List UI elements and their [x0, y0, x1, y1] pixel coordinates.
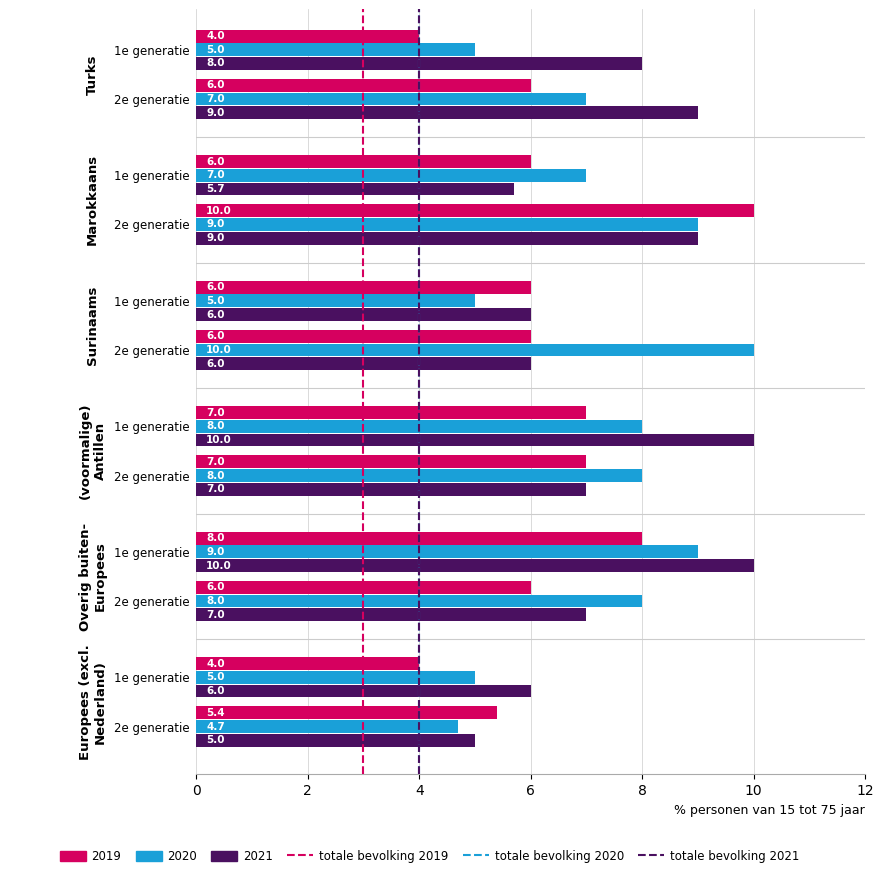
Text: 4.0: 4.0: [206, 659, 225, 668]
Text: 8.0: 8.0: [206, 59, 225, 69]
Bar: [196, 720, 458, 733]
Bar: [196, 433, 754, 447]
Bar: [196, 218, 698, 231]
Bar: [196, 344, 754, 356]
Text: 9.0: 9.0: [206, 220, 225, 230]
Text: 5.4: 5.4: [206, 708, 225, 718]
Bar: [196, 106, 698, 119]
Legend: 2019, 2020, 2021, totale bevolking 2019, totale bevolking 2020, totale bevolking: 2019, 2020, 2021, totale bevolking 2019,…: [55, 846, 804, 868]
Text: 7.0: 7.0: [206, 408, 225, 417]
Text: 10.0: 10.0: [206, 345, 232, 355]
Text: 4.0: 4.0: [206, 31, 225, 41]
Bar: [196, 281, 531, 294]
Bar: [196, 330, 531, 343]
Bar: [196, 169, 587, 182]
Text: 4.7: 4.7: [206, 722, 225, 732]
Bar: [196, 658, 419, 670]
Text: 8.0: 8.0: [206, 533, 225, 543]
Bar: [196, 44, 475, 56]
Text: 7.0: 7.0: [206, 170, 225, 181]
Bar: [196, 79, 531, 92]
Bar: [196, 295, 475, 307]
Text: Europees (excl.
Nederland): Europees (excl. Nederland): [78, 644, 106, 760]
Text: 9.0: 9.0: [206, 233, 225, 243]
Bar: [196, 482, 587, 496]
Text: 5.7: 5.7: [206, 184, 225, 194]
Text: 5.0: 5.0: [206, 295, 225, 306]
Bar: [196, 29, 419, 43]
Text: 9.0: 9.0: [206, 108, 225, 117]
Text: 8.0: 8.0: [206, 596, 225, 606]
Text: 6.0: 6.0: [206, 686, 225, 696]
Text: Turks: Turks: [86, 54, 99, 94]
Bar: [196, 182, 514, 196]
Bar: [196, 308, 531, 321]
Text: 6.0: 6.0: [206, 582, 225, 593]
Bar: [196, 671, 475, 684]
Bar: [196, 420, 642, 433]
Bar: [196, 608, 587, 621]
Bar: [196, 559, 754, 572]
Text: 6.0: 6.0: [206, 157, 225, 166]
Text: 10.0: 10.0: [206, 435, 232, 445]
Text: 8.0: 8.0: [206, 421, 225, 432]
Text: 5.0: 5.0: [206, 44, 225, 55]
Bar: [196, 707, 498, 719]
Bar: [196, 57, 642, 70]
Bar: [196, 231, 698, 245]
Text: 7.0: 7.0: [206, 484, 225, 494]
Bar: [196, 684, 531, 698]
X-axis label: % personen van 15 tot 75 jaar: % personen van 15 tot 75 jaar: [674, 804, 865, 817]
Bar: [196, 595, 642, 608]
Bar: [196, 469, 642, 481]
Text: 10.0: 10.0: [206, 561, 232, 570]
Text: Surinaams: Surinaams: [86, 286, 99, 365]
Bar: [196, 532, 642, 545]
Text: 5.0: 5.0: [206, 673, 225, 683]
Bar: [196, 155, 531, 168]
Text: 7.0: 7.0: [206, 457, 225, 467]
Bar: [196, 733, 475, 747]
Text: 6.0: 6.0: [206, 310, 225, 320]
Text: 10.0: 10.0: [206, 206, 232, 215]
Text: Overig buiten-
Europees: Overig buiten- Europees: [78, 522, 106, 630]
Bar: [196, 205, 754, 217]
Text: 6.0: 6.0: [206, 80, 225, 90]
Text: 9.0: 9.0: [206, 547, 225, 557]
Bar: [196, 456, 587, 468]
Text: (voormalige)
Antillen: (voormalige) Antillen: [78, 402, 106, 499]
Text: 7.0: 7.0: [206, 610, 225, 619]
Text: 6.0: 6.0: [206, 331, 225, 342]
Bar: [196, 357, 531, 370]
Text: 7.0: 7.0: [206, 94, 225, 104]
Bar: [196, 546, 698, 558]
Text: 6.0: 6.0: [206, 282, 225, 292]
Text: 8.0: 8.0: [206, 471, 225, 481]
Text: Marokkaans: Marokkaans: [86, 154, 99, 246]
Bar: [196, 581, 531, 594]
Bar: [196, 407, 587, 419]
Text: 6.0: 6.0: [206, 359, 225, 368]
Text: 5.0: 5.0: [206, 735, 225, 745]
Bar: [196, 93, 587, 105]
